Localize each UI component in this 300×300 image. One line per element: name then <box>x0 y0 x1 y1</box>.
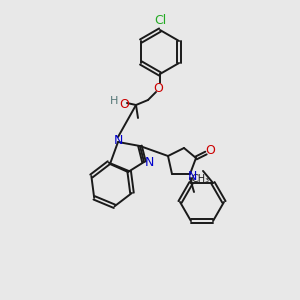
Text: H: H <box>110 96 118 106</box>
Text: O: O <box>153 82 163 94</box>
Text: N: N <box>187 170 197 184</box>
Text: Cl: Cl <box>154 14 166 28</box>
Text: N: N <box>113 134 123 146</box>
Text: O: O <box>119 98 129 110</box>
Text: O: O <box>205 143 215 157</box>
Text: N: N <box>144 155 154 169</box>
Text: CH₃: CH₃ <box>192 174 210 184</box>
